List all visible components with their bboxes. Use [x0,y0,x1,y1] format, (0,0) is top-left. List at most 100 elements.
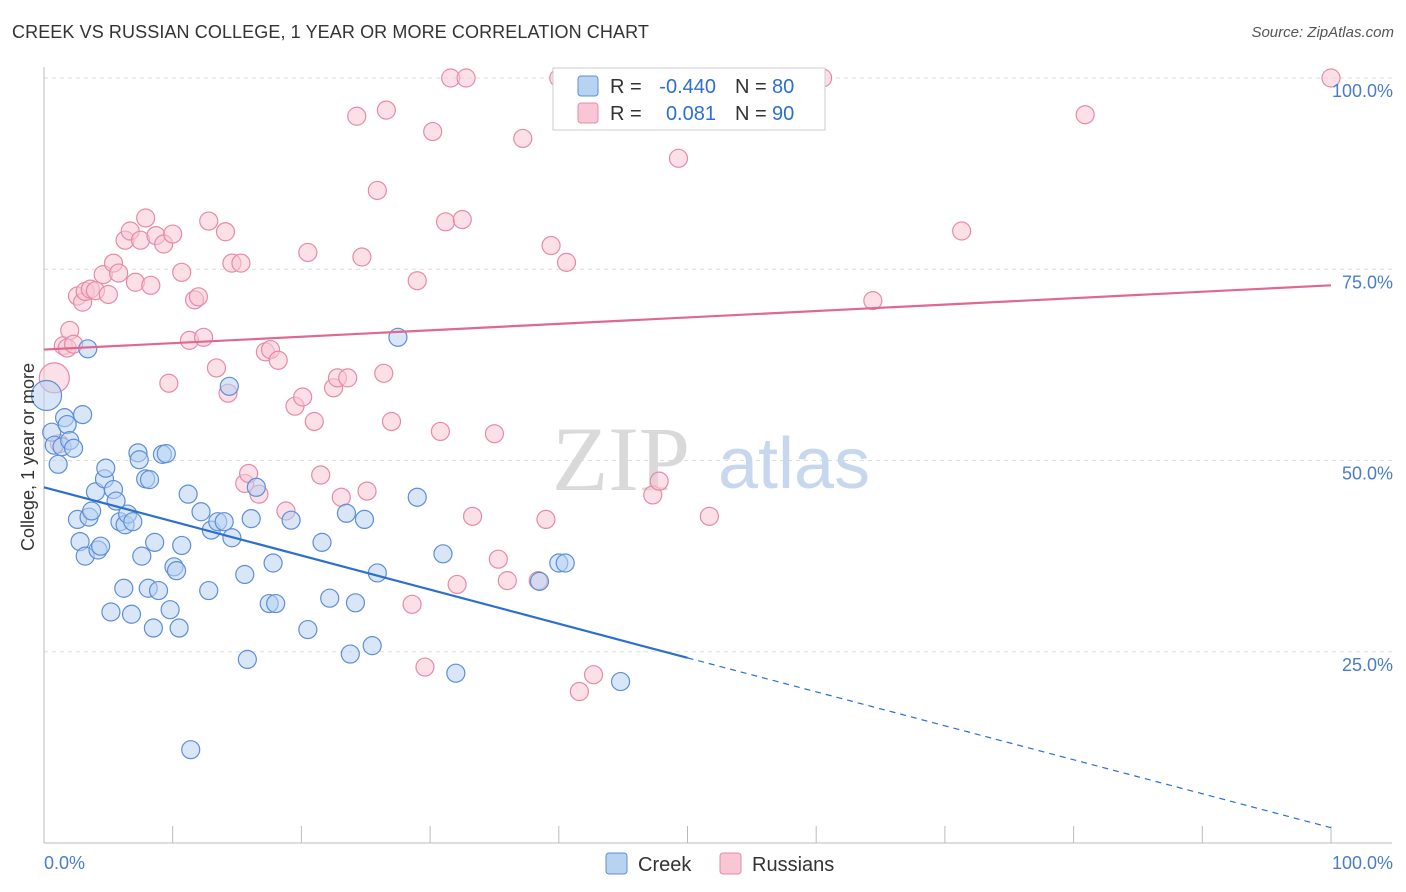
source-label: Source: ZipAtlas.com [1251,24,1394,41]
y-tick-label: 25.0% [1342,655,1393,675]
creek-point [610,671,631,692]
russian-point [649,471,669,491]
creek-point [78,339,98,359]
creek-point [143,618,163,638]
russian-point [367,180,387,201]
russian-point [668,148,689,168]
bottom-legend-swatch-russian [719,852,742,875]
creek-point [57,414,77,435]
creek-point [73,405,93,425]
creek-point [132,546,152,566]
creek-point [298,619,318,640]
russian-point [484,424,505,444]
creek-point [266,593,286,614]
legend-r-value-russian: 0.081 [666,103,716,125]
creek-point [241,509,261,529]
creek-trend-line [43,486,688,659]
axes [43,67,1392,844]
y-tick-labels: 25.0% 50.0% 75.0% 100.0% [1332,81,1393,675]
creek-point [181,740,201,760]
russian-point [206,358,227,378]
creek-point [169,618,189,638]
legend-r-value-creek: -0.440 [659,76,716,98]
creek-point [354,509,375,530]
creek-point [407,487,427,507]
creek-point [96,458,116,478]
creek-point [145,532,165,552]
creek-point [446,663,466,683]
series-legend: Creek Russians [605,852,834,876]
x-tick-label: 0.0% [44,853,85,873]
y-tick-label: 75.0% [1342,272,1393,292]
creek-point [320,588,340,608]
y-tick-label: 100.0% [1332,81,1393,101]
russian-point [125,272,145,292]
creek-point [156,444,176,464]
russian-point [415,657,435,677]
creek-point [64,438,84,458]
russian-point [381,411,402,432]
x-tick-labels: 0.0% 100.0% [44,853,1393,873]
legend-n-value-creek: 80 [772,76,794,98]
y-axis-label: College, 1 year or more [18,363,38,551]
russian-point [141,275,161,295]
creek-point [148,580,169,601]
trend-lines [43,284,1332,829]
russian-point [293,387,313,407]
creek-point [129,450,149,470]
russian-point [268,350,288,370]
creek-point [139,470,160,490]
russian-point [952,221,972,241]
russian-point [163,224,183,244]
russian-point [402,594,422,614]
creek-point [433,544,453,564]
legend-swatch-creek [577,75,599,97]
creek-point [263,553,283,573]
creek-point [191,502,211,522]
creek-point [123,512,143,532]
russian-point [583,665,604,685]
creek-point [237,649,257,670]
creek-point [529,571,550,591]
russian-point [435,212,456,232]
chart-title: CREEK VS RUSSIAN COLLEGE, 1 YEAR OR MORE… [12,22,649,42]
creek-point [345,593,366,613]
russian-point [193,327,214,347]
creek-point [199,580,219,601]
russian-point [863,291,883,311]
watermark: ZIP atlas [552,408,870,510]
creek-point [362,636,382,656]
creek-point [91,536,111,556]
russian-point [352,247,372,267]
creek-point [30,379,63,412]
creek-point [166,561,187,581]
russian-point [109,263,129,283]
russian-trend-line [43,284,1332,351]
creek-point [82,501,102,521]
russian-point [699,506,719,526]
russian-point [172,262,192,282]
creek-point [160,600,180,620]
russian-point [513,128,533,149]
russian-point [199,211,219,231]
gridlines [44,77,1392,653]
creek-point [121,604,142,624]
creek-point [101,602,121,622]
russian-point [215,222,236,242]
russian-point [188,287,209,307]
russian-point [1321,68,1341,88]
creek-trend-extension [687,657,1332,829]
bottom-legend-swatch-creek [605,852,628,875]
creek-point [246,477,266,497]
russian-point [462,506,483,526]
creek-points [30,327,631,760]
russian-point [376,100,396,120]
creek-point [172,535,192,556]
russian-point [231,253,251,273]
creek-point [281,510,301,530]
russian-point [556,252,577,272]
legend-r-label-russian: R = [610,103,642,125]
russian-point [456,68,476,88]
russian-point [569,681,589,702]
